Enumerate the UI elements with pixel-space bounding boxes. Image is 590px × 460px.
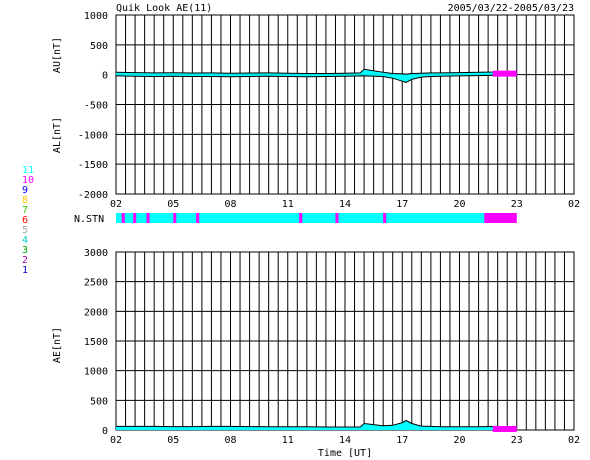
x-tick-label: 05 [167,199,179,210]
series-line-0-1 [115,74,517,83]
station-legend-item: 9 [22,185,28,196]
station-drop-marker [383,213,387,223]
station-legend-item: 1 [22,265,28,276]
station-count-bar [116,213,517,223]
y-tick-label: 500 [90,396,108,407]
series-area-1-0 [116,420,517,430]
x-tick-label: 11 [282,435,294,446]
y-tick-label: 0 [102,426,108,437]
station-drop-marker [173,213,177,223]
chart-title: Quik Look AE(11) [116,3,212,14]
station-legend-item: 3 [22,245,28,256]
x-tick-label: 17 [396,199,408,210]
station-legend-item: 10 [22,175,34,186]
x-tick-label: 20 [453,199,465,210]
x-axis-label: Time [UT] [318,448,372,459]
x-tick-label: 14 [339,435,351,446]
station-bar-fill [116,213,517,223]
station-drop-marker [299,213,303,223]
x-tick-label: 08 [224,435,236,446]
ae-axis-label: AE[nT] [52,327,63,363]
x-tick-label: 02 [110,199,122,210]
y-tick-label: 1000 [84,367,108,378]
y-tick-label: -500 [84,101,108,112]
station-legend-item: 11 [22,165,34,176]
y-tick-label: -1500 [78,160,108,171]
station-legend-item: 2 [22,255,28,266]
x-tick-label: 02 [110,435,122,446]
y-tick-label: -1000 [78,130,108,141]
y-tick-label: -2000 [78,190,108,201]
x-tick-label: 11 [282,199,294,210]
y-tick-label: 1500 [84,337,108,348]
x-tick-label: 08 [224,199,236,210]
al-axis-label: AL[nT] [52,117,63,153]
x-tick-label: 02 [568,199,580,210]
y-tick-label: 0 [102,71,108,82]
x-tick-label: 05 [167,435,179,446]
y-tick-label: 1000 [84,11,108,22]
x-tick-label: 17 [396,435,408,446]
station-legend-item: 6 [22,215,28,226]
station-legend-item: 7 [22,205,28,216]
y-tick-label: 2000 [84,307,108,318]
x-tick-label: 02 [568,435,580,446]
station-legend-item: 5 [22,225,28,236]
station-bar-label: N.STN [74,214,104,225]
station-bar-low [484,213,517,223]
station-drop-marker [121,213,125,223]
x-tick-label: 23 [511,199,523,210]
series-area-0-1 [116,74,517,83]
x-tick-label: 14 [339,199,351,210]
y-tick-label: 3000 [84,248,108,259]
station-drop-marker [335,213,339,223]
au-axis-label: AU[nT] [52,37,63,73]
date-range: 2005/03/22-2005/03/23 [448,3,574,14]
plot-frame [115,14,575,195]
x-tick-label: 20 [453,435,465,446]
station-drop-marker [196,213,200,223]
sparse-segment [492,70,517,77]
y-tick-label: 2500 [84,278,108,289]
sparse-segment [492,426,517,432]
series-line-1-0 [116,419,517,428]
x-tick-label: 23 [511,435,523,446]
station-drop-marker [133,213,137,223]
series-line-0-0 [115,68,517,75]
station-legend-item: 8 [22,195,28,206]
y-tick-label: 500 [90,41,108,52]
station-drop-marker [146,213,150,223]
station-legend-item: 4 [22,235,28,246]
